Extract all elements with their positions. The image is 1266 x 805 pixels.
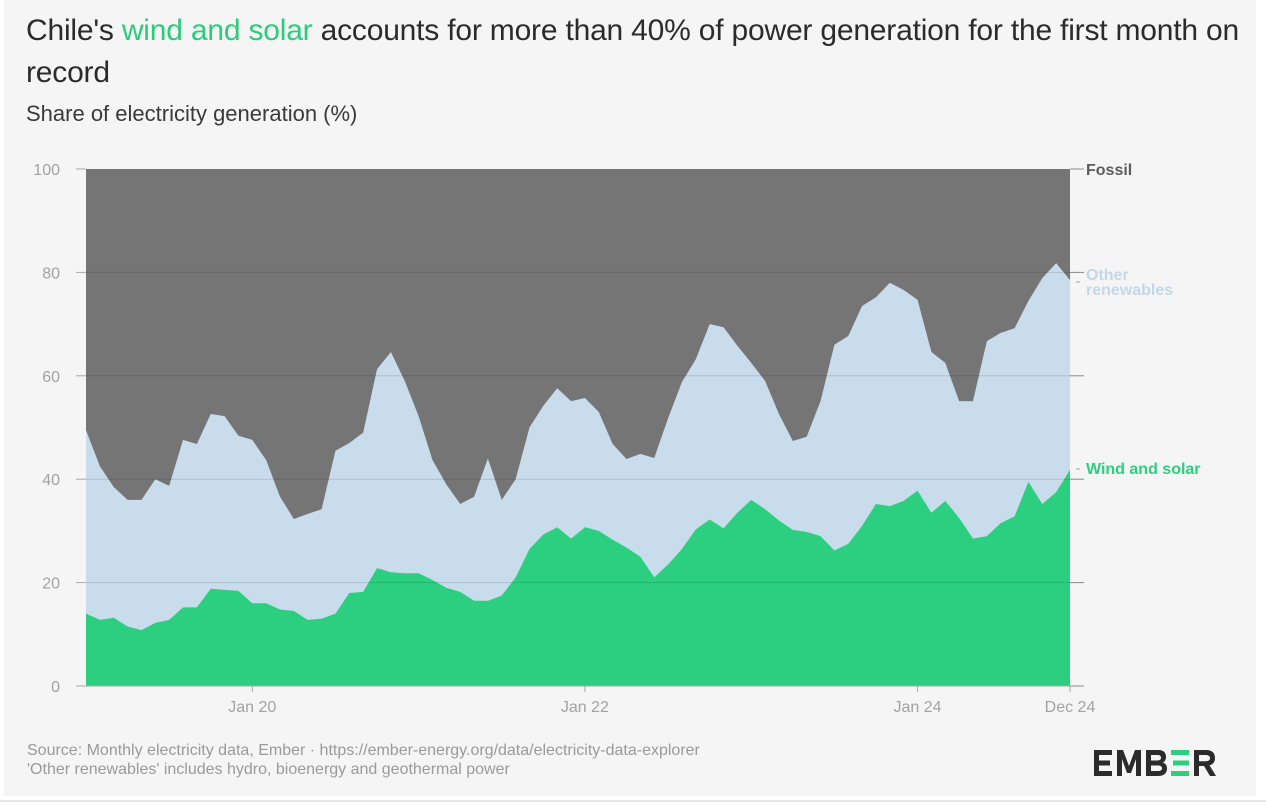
logo-letter-e-green (1171, 750, 1189, 776)
y-axis: 0 20 40 60 80 100 (33, 162, 1084, 696)
other-label-line2: renewables (1086, 282, 1173, 299)
title-pre: Chile's (26, 14, 122, 47)
chart-subtitle: Share of electricity generation (%) (26, 101, 358, 126)
footnote-text: 'Other renewables' includes hydro, bioen… (27, 761, 510, 778)
y-tick-label: 80 (42, 265, 60, 282)
ember-logo (1094, 750, 1216, 776)
y-tick-label: 40 (42, 472, 60, 489)
logo-letter-b (1146, 750, 1167, 776)
title-post: accounts for more than 40% of power gene… (26, 14, 1240, 89)
x-tick-label: Jan 20 (228, 699, 276, 716)
source-text: Source: Monthly electricity data, Ember … (27, 742, 700, 759)
gridlines-layer (86, 271, 1070, 584)
x-tick-label: Dec 24 (1045, 699, 1096, 716)
wind-solar-area (86, 469, 1070, 686)
y-tick-label: 60 (42, 369, 60, 386)
logo-letter-e (1094, 750, 1112, 776)
area-chart: 0 20 40 60 80 100 Jan 20 Jan 22 Jan 24 Dec 24 Fo… (33, 162, 1201, 716)
x-tick-label: Jan 22 (561, 699, 609, 716)
other-label-line1: Other (1086, 267, 1129, 284)
logo-letter-r (1194, 750, 1216, 776)
areas-layer (86, 169, 1070, 686)
y-tick-label: 100 (33, 162, 60, 179)
y-tick-label: 0 (51, 679, 60, 696)
title-highlight: wind and solar (121, 14, 313, 47)
fossil-label: Fossil (1086, 162, 1132, 179)
y-tick-label: 20 (42, 576, 60, 593)
series-labels: Fossil Other renewables Wind and solar (1072, 162, 1201, 478)
divider (0, 800, 1266, 802)
x-tick-label: Jan 24 (894, 699, 942, 716)
x-axis: Jan 20 Jan 22 Jan 24 Dec 24 (76, 685, 1096, 716)
logo-letter-m (1117, 750, 1141, 776)
chart-title: Chile's wind and solar accounts for more… (26, 10, 1256, 94)
wind-solar-label: Wind and solar (1086, 461, 1201, 478)
source-note: Source: Monthly electricity data, Ember … (27, 741, 700, 779)
